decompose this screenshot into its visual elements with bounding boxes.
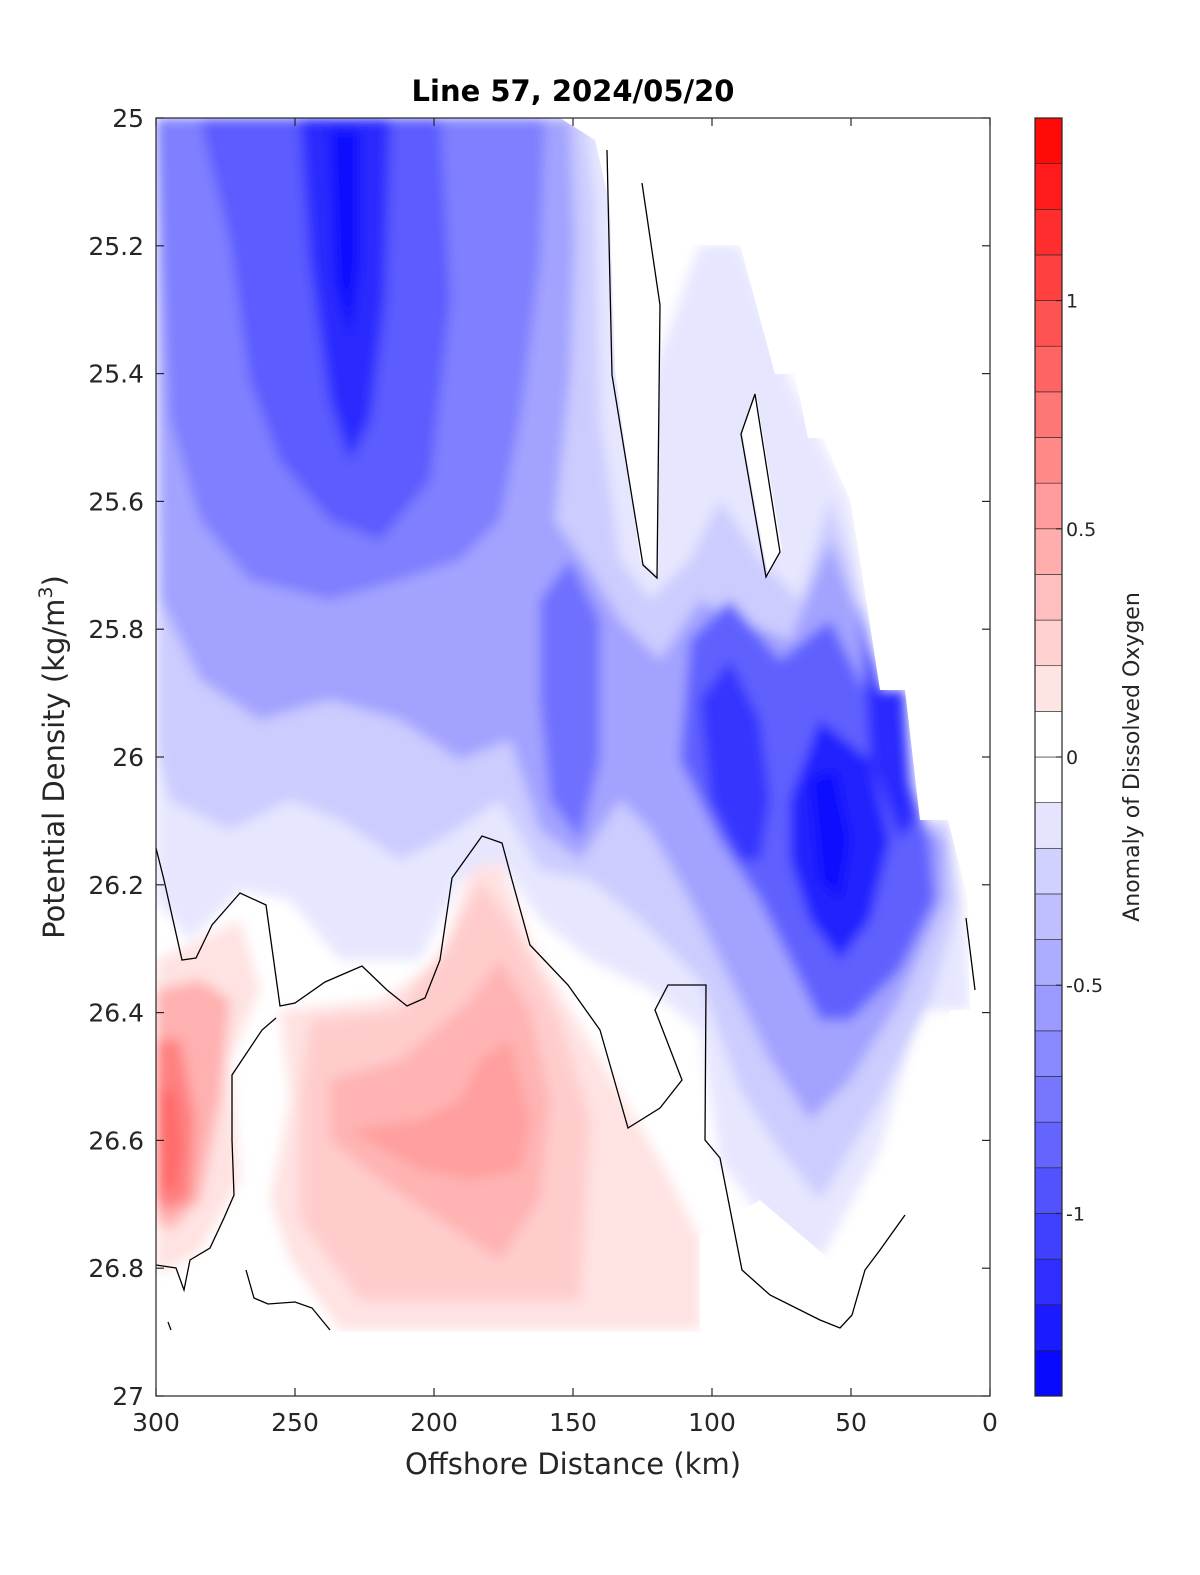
colorbar-swatch <box>1034 1258 1063 1306</box>
contour-band-neg-11 <box>330 130 360 340</box>
colorbar-tick-label: 0 <box>1066 747 1078 769</box>
colorbar-swatch <box>1034 1350 1063 1397</box>
y-tick-label: 26.4 <box>88 999 144 1028</box>
chart-title: Line 57, 2024/05/20 <box>412 74 735 108</box>
colorbar-tick-label: -1 <box>1066 1203 1085 1225</box>
colorbar-swatch <box>1034 163 1063 210</box>
colorbar-swatch <box>1034 1167 1063 1214</box>
contour-band-neg-5 <box>540 560 600 840</box>
colorbar-swatch <box>1034 665 1063 712</box>
colorbar-swatch <box>1034 391 1063 438</box>
contour-band-neg-8 <box>700 660 770 860</box>
no-data-mask-lower <box>156 1010 990 1396</box>
colorbar-swatch <box>1034 482 1063 530</box>
colorbar-swatch <box>1034 847 1063 895</box>
colorbar-swatch <box>1034 528 1063 575</box>
no-data-mask-upper <box>560 118 990 1010</box>
neutral-lens <box>608 150 660 575</box>
y-tick-label: 25.2 <box>88 232 144 261</box>
zero-contour-line <box>167 1321 172 1331</box>
x-tick-label: 100 <box>688 1408 736 1437</box>
y-axis-label: Potential Density (kg/m3) <box>35 575 71 939</box>
zero-contour-line <box>965 917 976 991</box>
x-tick-label: 300 <box>132 1408 180 1437</box>
contour-field <box>156 118 990 1396</box>
colorbar-swatch <box>1034 711 1063 758</box>
colorbar-swatch <box>1034 574 1063 621</box>
neutral-lens-2 <box>742 394 782 576</box>
x-tick-label: 50 <box>835 1408 867 1437</box>
colorbar-tick-label: 0.5 <box>1066 519 1096 541</box>
y-tick-label: 26.8 <box>88 1254 144 1283</box>
colorbar-swatch <box>1034 984 1063 1032</box>
colorbar-swatch <box>1034 254 1063 301</box>
x-tick-label: 150 <box>549 1408 597 1437</box>
contour-band-neg-12 <box>810 770 850 900</box>
contour-band-neg-13 <box>860 600 915 840</box>
colorbar-tick-label: -0.5 <box>1066 975 1103 997</box>
colorbar-swatch <box>1034 300 1063 347</box>
colorbar-swatch <box>1034 619 1063 667</box>
y-axis-label-main: Potential Density (kg/m <box>37 599 71 939</box>
y-tick-label: 26.2 <box>88 871 144 900</box>
colorbar <box>1034 117 1063 1397</box>
x-axis-label: Offshore Distance (km) <box>405 1447 741 1481</box>
colorbar-swatch <box>1034 117 1063 164</box>
y-tick-label: 26 <box>112 743 144 772</box>
y-tick-label: 26.6 <box>88 1126 144 1155</box>
colorbar-swatch <box>1034 756 1063 803</box>
y-axis-label-superscript: 3 <box>35 586 57 598</box>
zero-contour-line <box>156 835 906 1329</box>
colorbar-swatch <box>1034 1030 1063 1077</box>
colorbar-tick-label: 1 <box>1066 291 1078 313</box>
colorbar-swatch <box>1034 802 1063 849</box>
zero-contour-line <box>156 1017 277 1293</box>
zero-contour-lines <box>156 149 976 1331</box>
x-tick-label: 0 <box>982 1408 998 1437</box>
colorbar-ticks: 1 0.5 0 -0.5 -1 <box>1056 291 1103 1225</box>
colorbar-swatch <box>1034 1076 1063 1123</box>
zero-contour-line <box>606 149 661 580</box>
colorbar-swatch <box>1034 345 1063 393</box>
contour-band-pos-8 <box>158 1090 182 1190</box>
y-tick-label: 27 <box>112 1382 144 1411</box>
x-tick-label: 250 <box>271 1408 319 1437</box>
x-tick-label: 200 <box>410 1408 458 1437</box>
zero-contour-line <box>740 393 781 579</box>
colorbar-swatch <box>1034 1304 1063 1351</box>
colorbar-swatch <box>1034 437 1063 484</box>
y-axis: 25 25.2 25.4 25.6 25.8 26 26.2 26.4 26.6 26.8 27 <box>88 104 990 1411</box>
y-axis-label-close: ) <box>37 575 71 586</box>
y-tick-label: 25.4 <box>88 360 144 389</box>
colorbar-swatch <box>1034 939 1063 986</box>
zero-contour-line <box>245 1269 331 1331</box>
colorbar-label: Anomaly of Dissolved Oxygen <box>1120 592 1145 922</box>
x-axis: 300 250 200 150 100 50 0 <box>132 118 998 1437</box>
y-tick-label: 25 <box>112 104 144 133</box>
y-tick-label: 25.8 <box>88 615 144 644</box>
contour-band-pos-5 <box>350 1040 530 1180</box>
colorbar-swatch <box>1034 893 1063 940</box>
no-data-mask-bottom <box>156 1332 990 1396</box>
colorbar-swatch <box>1034 1213 1063 1260</box>
colorbar-swatch <box>1034 1121 1063 1169</box>
y-tick-label: 25.6 <box>88 487 144 516</box>
colorbar-swatch <box>1034 208 1063 256</box>
